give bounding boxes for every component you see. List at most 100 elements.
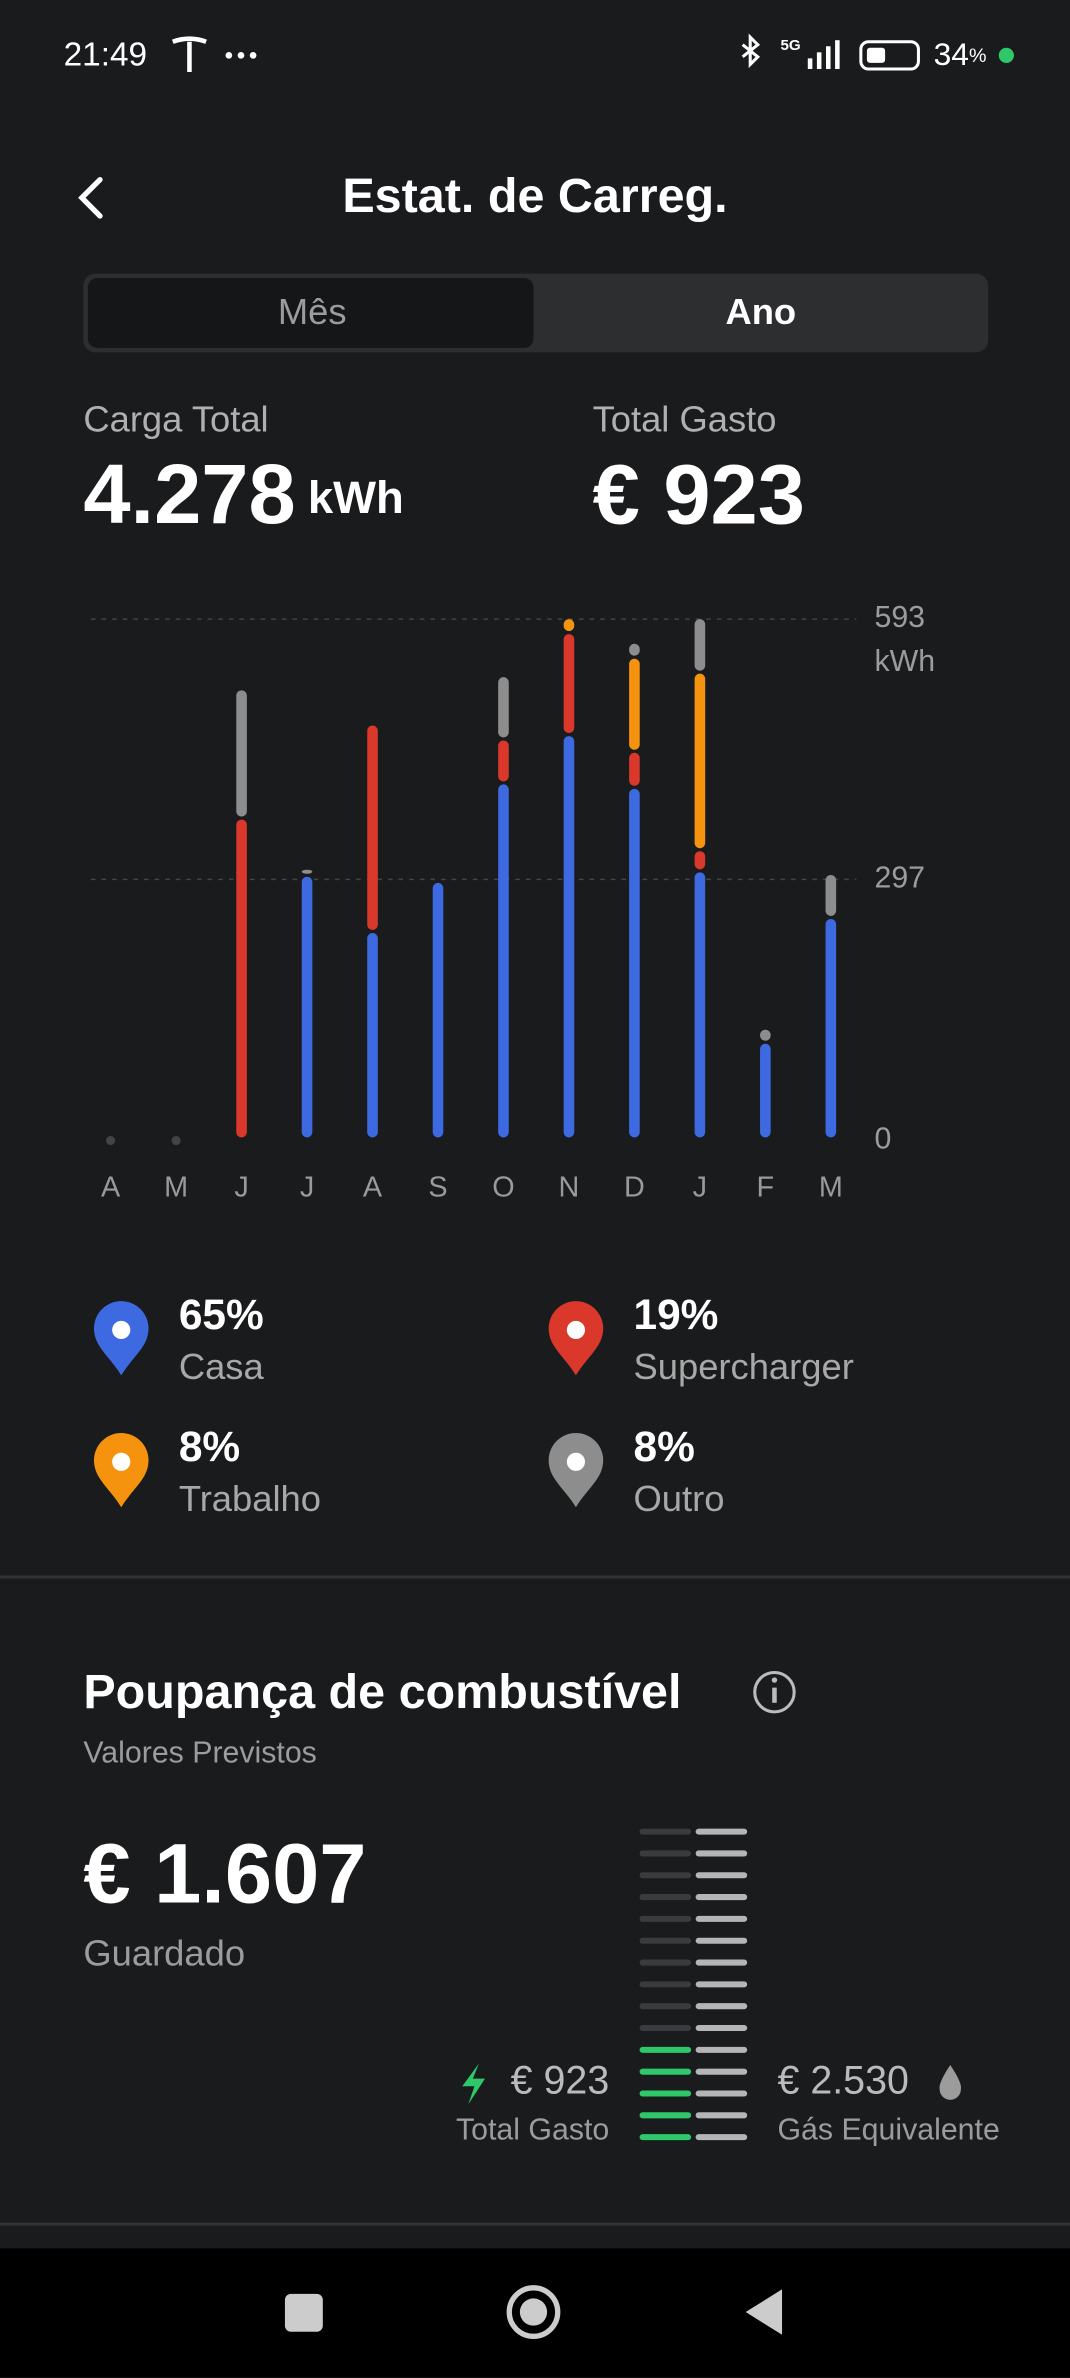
- ladder-left: [639, 1850, 692, 1857]
- total-charge-value: 4.278: [83, 446, 295, 541]
- total-charge-unit: kWh: [308, 472, 404, 523]
- bar-segment: [236, 690, 247, 817]
- savings-title: Poupança de combustível: [83, 1665, 681, 1719]
- legend-name: Trabalho: [179, 1478, 321, 1519]
- recents-button[interactable]: [284, 2293, 323, 2332]
- ladder-right: [695, 2134, 748, 2141]
- info-button[interactable]: [753, 1670, 796, 1714]
- savings-amount-label: Guardado: [83, 1932, 245, 1973]
- bar-segment: [236, 819, 247, 1138]
- bar-segment: [563, 736, 575, 1138]
- ladder-left: [639, 1981, 692, 1988]
- legend-share: 19%: [634, 1291, 719, 1338]
- tab-month-label[interactable]: Mês: [278, 291, 347, 332]
- ladder-right: [695, 2024, 748, 2032]
- info-icon-dot: [771, 1677, 778, 1683]
- legend: 65% Casa 19% Supercharger 8% Trabalho 8% Outro: [93, 1291, 854, 1519]
- ladder-left: [639, 2068, 692, 2075]
- ladder-left: [639, 1828, 692, 1835]
- battery-percent: 34%: [934, 36, 987, 72]
- battery-level: [866, 47, 886, 63]
- battery-icon: [859, 40, 920, 71]
- legend-name: Supercharger: [634, 1346, 854, 1387]
- legend-share: 8%: [179, 1423, 240, 1470]
- bar-segment: [694, 673, 706, 849]
- back-button[interactable]: [78, 176, 103, 219]
- bar-segment: [563, 619, 575, 632]
- x-tick-label: J: [300, 1172, 314, 1204]
- ladder-left: [639, 1872, 692, 1879]
- ladder-left: [639, 2090, 692, 2097]
- ladder-right: [695, 1937, 748, 1944]
- bar-segment: [301, 869, 313, 874]
- bar-segment: [760, 1043, 771, 1138]
- bar-segment: [563, 634, 575, 734]
- bluetooth-icon: [741, 33, 761, 69]
- x-tick-label: D: [624, 1172, 645, 1204]
- ladder-left: [639, 1915, 692, 1922]
- bar-segment: [498, 740, 509, 782]
- ladder-left: [639, 1959, 692, 1966]
- bar-segment: [629, 788, 640, 1138]
- status-dot: [998, 47, 1014, 63]
- bar-segment: [629, 643, 640, 656]
- back-nav-button[interactable]: [745, 2289, 783, 2335]
- bar-segment: [432, 882, 444, 1138]
- ladder-right: [695, 1872, 748, 1879]
- x-tick-label: M: [164, 1172, 188, 1204]
- bar-segment: [498, 677, 509, 738]
- bar-segment: [694, 872, 706, 1138]
- bar-segment: [825, 874, 837, 916]
- x-tick-label: N: [559, 1172, 580, 1204]
- legend-name: Casa: [179, 1346, 265, 1387]
- x-tick-label: J: [693, 1172, 707, 1204]
- legend-pin-icon: [566, 1320, 586, 1340]
- y-tick-label: 0: [874, 1123, 891, 1156]
- tab-month[interactable]: [87, 278, 534, 348]
- total-charge: 4.278 kWh: [83, 446, 403, 541]
- info-icon: [772, 1687, 777, 1703]
- ladder-right: [695, 2112, 748, 2119]
- signal-icon: [807, 40, 840, 69]
- spent-label: Total Gasto: [456, 2114, 609, 2147]
- ladder-right: [695, 1981, 748, 1988]
- x-tick-label: J: [234, 1172, 248, 1204]
- bar-segment: [694, 851, 706, 870]
- empty-marker: [106, 1135, 116, 1146]
- bar-segment: [694, 619, 706, 671]
- y-tick-label: 297: [874, 861, 925, 894]
- bar-segment: [498, 784, 509, 1138]
- bar-segment: [629, 752, 640, 786]
- ladder-right: [695, 2046, 748, 2053]
- legend-pin-icon: [566, 1452, 586, 1471]
- legend-pin-icon: [112, 1320, 131, 1340]
- legend-share: 65%: [179, 1291, 264, 1338]
- ladder-left: [639, 2046, 692, 2053]
- network-type: 5G: [781, 37, 801, 54]
- x-tick-label: A: [363, 1172, 383, 1204]
- ladder-right: [695, 1959, 748, 1966]
- ladder-left: [639, 1937, 692, 1944]
- ladder-right: [695, 1850, 748, 1857]
- more-dots: [225, 52, 257, 59]
- ladder-right: [695, 1828, 748, 1835]
- chart: 0 297 593 kWh A M J J A S O N D J F M: [90, 601, 935, 1204]
- ladder-left: [639, 1894, 692, 1901]
- total-spent-value: € 923: [593, 446, 805, 541]
- x-tick-label: F: [757, 1172, 775, 1204]
- ladder-right: [695, 2003, 748, 2010]
- bar-segment: [301, 876, 313, 1138]
- savings-subtitle: Valores Previstos: [83, 1736, 316, 1769]
- gas-value: € 2.530: [777, 2059, 908, 2103]
- tab-year-label[interactable]: Ano: [725, 291, 796, 332]
- empty-marker: [171, 1135, 181, 1146]
- bar-segment: [629, 658, 640, 750]
- total-charge-label: Carga Total: [83, 399, 268, 440]
- home-button[interactable]: [506, 2285, 561, 2339]
- tesla-logo: [171, 36, 207, 73]
- spent-value: € 923: [511, 2059, 610, 2103]
- ladder-right: [695, 1915, 748, 1922]
- legend-name: Outro: [634, 1478, 725, 1519]
- x-tick-label: S: [428, 1172, 447, 1204]
